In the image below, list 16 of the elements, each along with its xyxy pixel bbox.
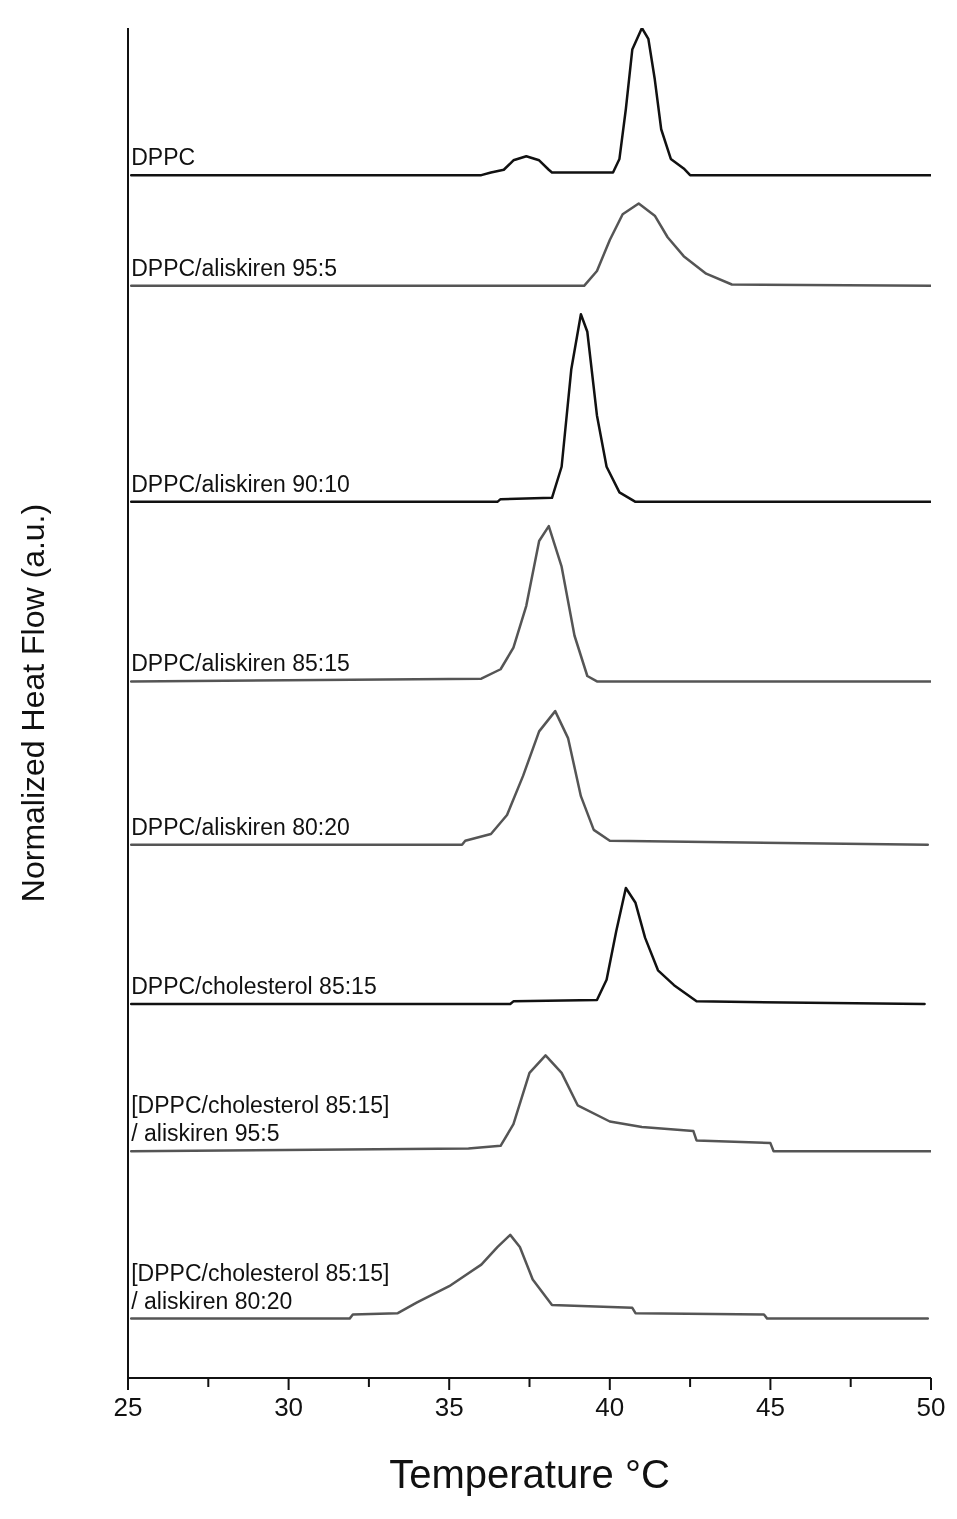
- series-label: DPPC/aliskiren 85:15: [131, 650, 350, 677]
- series-label: [DPPC/cholesterol 85:15] / aliskiren 95:5: [131, 1092, 390, 1147]
- x-tick-label: 35: [434, 1392, 464, 1422]
- x-tick-label: 45: [755, 1392, 785, 1422]
- series-label: DPPC/aliskiren 95:5: [131, 254, 338, 281]
- x-tick-label: 25: [113, 1392, 143, 1422]
- x-tick-label: 40: [595, 1392, 625, 1422]
- series-label: DPPC/aliskiren 80:20: [131, 813, 350, 840]
- series-label: DPPC/cholesterol 85:15: [131, 973, 377, 1000]
- y-axis-title: Normalized Heat Flow (a.u.): [15, 503, 52, 903]
- x-axis-title: Temperature °C: [389, 1452, 670, 1496]
- series-label: DPPC: [131, 144, 196, 171]
- series-label: [DPPC/cholesterol 85:15] / aliskiren 80:20: [131, 1259, 390, 1314]
- x-tick-label: 30: [274, 1392, 304, 1422]
- series-label: DPPC/aliskiren 90:10: [131, 470, 350, 497]
- x-tick-label: 50: [916, 1392, 946, 1422]
